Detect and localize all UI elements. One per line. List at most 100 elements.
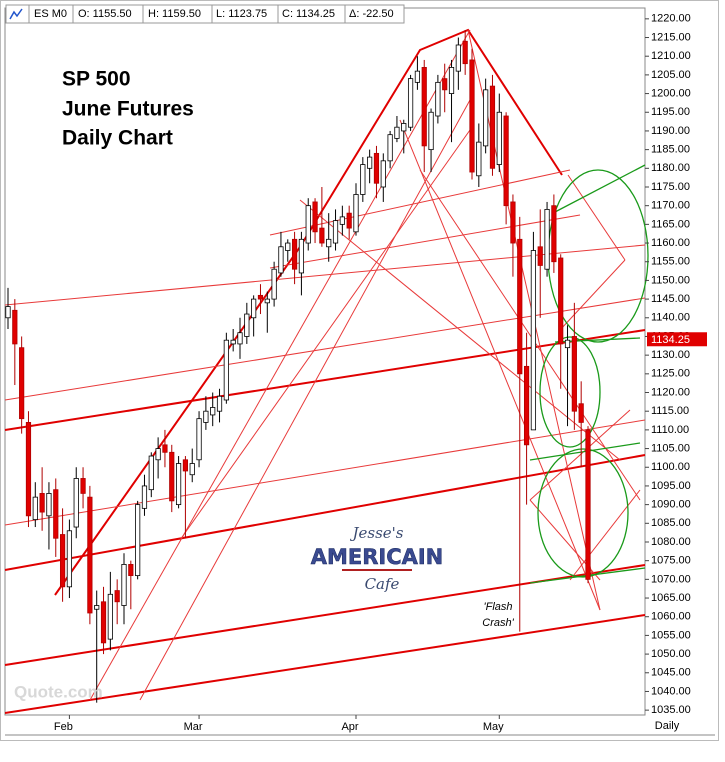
candle-body bbox=[360, 164, 366, 195]
candle-body bbox=[59, 534, 66, 588]
candle-body bbox=[32, 496, 38, 520]
fan-line bbox=[89, 29, 471, 701]
candle-body bbox=[367, 156, 373, 169]
candle-body bbox=[401, 123, 407, 132]
y-tick-label: 1165.00 bbox=[651, 218, 690, 230]
y-tick-label: 1105.00 bbox=[651, 442, 690, 454]
y-tick-label: 1195.00 bbox=[651, 106, 690, 118]
candle-body bbox=[155, 448, 161, 461]
toolbar-close: C: 1134.25 bbox=[282, 8, 335, 20]
x-tick-label: Feb bbox=[54, 721, 73, 733]
candle-body bbox=[80, 478, 86, 494]
candle-body bbox=[237, 332, 243, 345]
fan-line bbox=[529, 409, 631, 501]
candle-body bbox=[285, 242, 291, 251]
x-axis-label: Daily bbox=[655, 720, 680, 732]
x-tick-label: Apr bbox=[341, 721, 358, 733]
watermark: Quote.com bbox=[14, 682, 103, 701]
y-tick-label: 1080.00 bbox=[651, 536, 691, 548]
candle-body bbox=[94, 605, 100, 610]
candle-body bbox=[564, 339, 571, 349]
y-tick-label: 1150.00 bbox=[651, 274, 690, 286]
green-line bbox=[554, 164, 646, 213]
y-tick-label: 1200.00 bbox=[651, 87, 691, 99]
candle-body bbox=[244, 313, 250, 337]
candle-body bbox=[312, 201, 318, 233]
fan-line bbox=[299, 199, 621, 461]
candle-body bbox=[141, 485, 148, 509]
candle-body bbox=[121, 564, 127, 606]
candle-body bbox=[100, 601, 107, 644]
fan-line bbox=[139, 99, 471, 701]
y-tick-label: 1175.00 bbox=[651, 181, 690, 193]
fan-line bbox=[399, 119, 601, 611]
channel-line bbox=[4, 297, 646, 401]
fan-line bbox=[54, 28, 563, 596]
y-tick-label: 1155.00 bbox=[651, 256, 690, 268]
last-price-box bbox=[647, 332, 707, 347]
title-line: June Futures bbox=[62, 98, 194, 121]
candle-body bbox=[189, 463, 195, 476]
y-tick-label: 1060.00 bbox=[651, 611, 691, 623]
candle-body bbox=[414, 70, 421, 83]
candle-body bbox=[278, 246, 284, 274]
logo-middle: AMERICAIN bbox=[311, 545, 444, 569]
candle-body bbox=[510, 201, 516, 244]
annotation: Crash' bbox=[482, 617, 514, 629]
candle-body bbox=[476, 141, 482, 177]
toolbar: ES M0 O: 1155.50 H: 1159.50 L: 1123.75 C… bbox=[5, 4, 405, 24]
y-tick-label: 1085.00 bbox=[651, 517, 691, 529]
candle-body bbox=[251, 298, 257, 319]
channel-line bbox=[4, 419, 646, 526]
candle-body bbox=[530, 250, 537, 431]
candle-body bbox=[489, 85, 496, 169]
logo-bottom: Cafe bbox=[365, 575, 400, 593]
candle-body bbox=[537, 246, 543, 266]
candles bbox=[5, 30, 591, 703]
candle-body bbox=[196, 418, 202, 461]
candle-body bbox=[291, 238, 298, 270]
y-tick-label: 1140.00 bbox=[651, 312, 690, 324]
channel-line bbox=[269, 214, 581, 269]
y-tick-label: 1065.00 bbox=[651, 592, 691, 604]
candle-body bbox=[148, 455, 154, 491]
y-tick-label: 1220.00 bbox=[651, 13, 691, 25]
y-tick-label: 1095.00 bbox=[651, 480, 691, 492]
x-tick-label: May bbox=[483, 721, 504, 733]
candle-body bbox=[571, 336, 577, 412]
candle-body bbox=[298, 238, 305, 274]
annotation: 'Flash bbox=[484, 601, 513, 613]
candle-body bbox=[339, 216, 345, 225]
candle-body bbox=[53, 489, 59, 539]
y-tick-label: 1125.00 bbox=[651, 368, 690, 380]
channel-line bbox=[4, 454, 646, 571]
logo-top: Jesse's bbox=[350, 524, 404, 542]
candle-body bbox=[319, 227, 325, 244]
candle-body bbox=[135, 504, 141, 577]
logo: Jesse's AMERICAIN Cafe bbox=[310, 524, 444, 593]
candle-body bbox=[558, 257, 564, 345]
y-tick-label: 1215.00 bbox=[651, 31, 691, 43]
candle-body bbox=[483, 89, 489, 147]
candle-body bbox=[128, 564, 134, 577]
title-block: SP 500 June Futures Daily Chart bbox=[62, 68, 194, 150]
green-ellipse bbox=[537, 448, 629, 578]
fan-line bbox=[179, 129, 471, 541]
y-tick-label: 1115.00 bbox=[651, 405, 689, 417]
candle-body bbox=[25, 422, 32, 517]
candle-body bbox=[162, 444, 168, 453]
candle-body bbox=[448, 67, 455, 94]
candle-body bbox=[216, 395, 223, 412]
candle-body bbox=[578, 403, 584, 423]
green-line bbox=[529, 442, 641, 461]
y-tick-label: 1050.00 bbox=[651, 648, 691, 660]
candle-body bbox=[66, 530, 73, 588]
y-tick-label: 1185.00 bbox=[651, 144, 690, 156]
toolbar-low: L: 1123.75 bbox=[216, 8, 267, 20]
title-line: Daily Chart bbox=[62, 127, 173, 150]
candle-body bbox=[544, 209, 550, 270]
candle-body bbox=[421, 67, 427, 147]
candle-body bbox=[326, 238, 332, 248]
candle-body bbox=[264, 298, 270, 304]
